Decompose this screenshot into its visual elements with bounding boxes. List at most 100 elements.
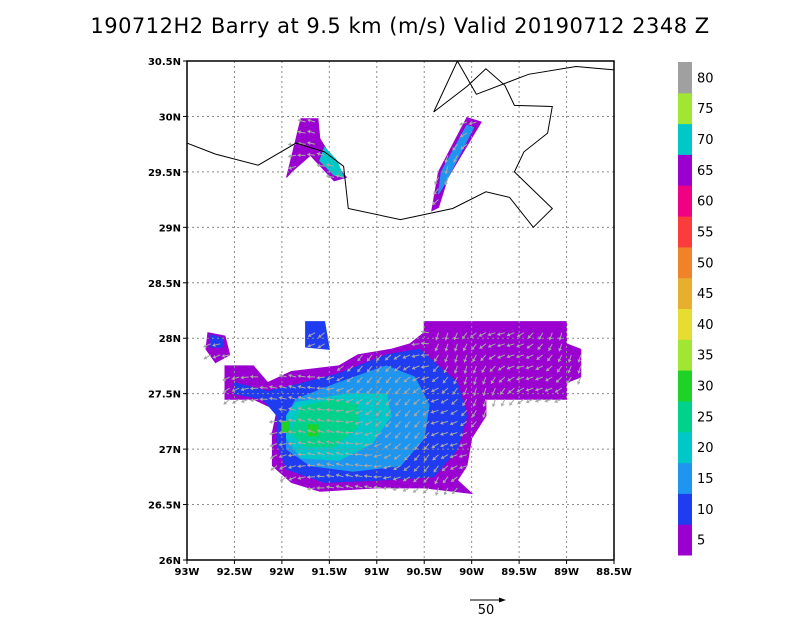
wind-vector-head (509, 402, 513, 406)
wind-vector-head (405, 413, 409, 417)
wind-vector-head (435, 337, 439, 341)
wind-vector-head (203, 355, 208, 360)
wind-vector-head (508, 389, 512, 394)
wind-vector-head (440, 432, 444, 436)
wind-vector-head (453, 348, 458, 352)
wind-vector-head (546, 367, 550, 372)
wind-vector-head (395, 424, 399, 428)
wind-vector-head (441, 389, 446, 394)
x-tick-label: 91.5W (311, 567, 347, 578)
wind-vector-head (326, 376, 330, 381)
wind-vector-head (507, 377, 511, 382)
wind-vector-head (449, 432, 454, 436)
wind-vector-head (223, 401, 228, 405)
wind-vector-head (424, 446, 428, 450)
wind-vector-head (481, 369, 485, 373)
wind-vector-head (250, 386, 254, 391)
wind-vector-head (288, 441, 291, 446)
wind-vector-head (473, 381, 477, 385)
grid-lines (187, 61, 614, 560)
wind-vector-head (278, 430, 282, 435)
wind-vector-head (316, 396, 320, 401)
wind-vector-head (536, 356, 540, 360)
wind-vector-head (548, 336, 553, 341)
wind-vector-head (386, 379, 390, 384)
x-tick-label: 89W (554, 567, 579, 578)
wind-vector-head (367, 357, 371, 362)
wind-vector-head (297, 429, 301, 434)
wind-vector-head (316, 152, 320, 156)
wind-vector-head (471, 346, 475, 350)
wind-vector-head (345, 441, 349, 446)
wind-vector-head (316, 418, 321, 423)
colorbar-swatch (678, 277, 692, 309)
colorbar-swatch (678, 493, 692, 525)
wind-vector-head (384, 434, 389, 438)
wind-vector-head (354, 431, 358, 436)
wind-vector-head (555, 389, 559, 393)
x-tick-label: 90.5W (406, 567, 442, 578)
wind-vector-head (354, 452, 358, 457)
wind-vector-head (403, 378, 408, 382)
wind-vector-head (335, 419, 339, 424)
wind-vector-head (463, 381, 468, 385)
wind-vector-head (336, 388, 340, 392)
wind-vector-head (544, 398, 548, 403)
wind-vector-head (326, 397, 329, 402)
wind-vector-head (525, 387, 530, 392)
wind-vector-head (402, 355, 407, 359)
chart-title: 190712H2 Barry at 9.5 km (m/s) Valid 201… (90, 14, 710, 38)
wind-vector-head (297, 384, 302, 389)
wind-vector-head (441, 467, 446, 471)
colorbar-label: 70 (697, 133, 714, 148)
wind-vector-head (316, 386, 320, 391)
wind-vector-head (526, 355, 530, 359)
wind-vector-head (376, 368, 380, 373)
colorbar-label: 45 (697, 287, 714, 302)
y-tick-label: 29N (159, 223, 181, 234)
wind-vector-head (537, 346, 541, 350)
wind-vector-head (403, 366, 407, 371)
wind-vector-head (472, 370, 477, 374)
wind-vector-head (335, 462, 340, 467)
wind-vector-head (345, 473, 349, 478)
wind-vector-head (548, 347, 552, 351)
wind-vector-head (424, 457, 428, 461)
y-tick-label: 27N (159, 445, 181, 456)
wind-vector-head (317, 344, 322, 349)
wind-vector-head (450, 466, 454, 470)
colorbar: 5 10 15 20 25 30 35 40 45 50 55 60 65 70 75 80 (678, 62, 714, 556)
wind-vector-head (355, 400, 360, 404)
colorbar-swatch (678, 185, 692, 217)
wind-vector-head (345, 484, 349, 489)
wind-vector-head (482, 403, 487, 407)
wind-vector-head (444, 159, 449, 163)
wind-vector-head (288, 373, 292, 378)
wind-vector-head (443, 369, 448, 373)
wind-vector-head (203, 344, 207, 348)
wind-vector-head (316, 485, 320, 490)
wind-vector-head (335, 473, 340, 478)
wind-vector-head (259, 385, 263, 390)
wind-vector-head (405, 424, 409, 428)
colorbar-swatch (678, 216, 692, 248)
wind-vector-head (413, 389, 417, 393)
wind-vector-head (326, 387, 330, 392)
wind-vector-head (499, 379, 503, 383)
wind-vector-head (376, 379, 380, 384)
wind-vector-head (364, 463, 367, 468)
wind-vector-head (488, 356, 493, 360)
wind-vector-head (307, 451, 311, 456)
wind-vector-head (440, 420, 444, 425)
wind-vector-head (316, 375, 320, 380)
wind-vector-head (577, 370, 582, 374)
wind-vector-head (326, 429, 330, 434)
wind-vector-head (383, 455, 388, 459)
wind-vector-head (441, 455, 445, 459)
wind-vector-head (241, 399, 245, 403)
wind-vector-head (269, 396, 273, 401)
y-tick-label: 27.5N (148, 390, 181, 401)
wind-vector-head (345, 409, 349, 414)
wind-vector-head (288, 465, 292, 470)
wind-vector-head (373, 454, 378, 459)
